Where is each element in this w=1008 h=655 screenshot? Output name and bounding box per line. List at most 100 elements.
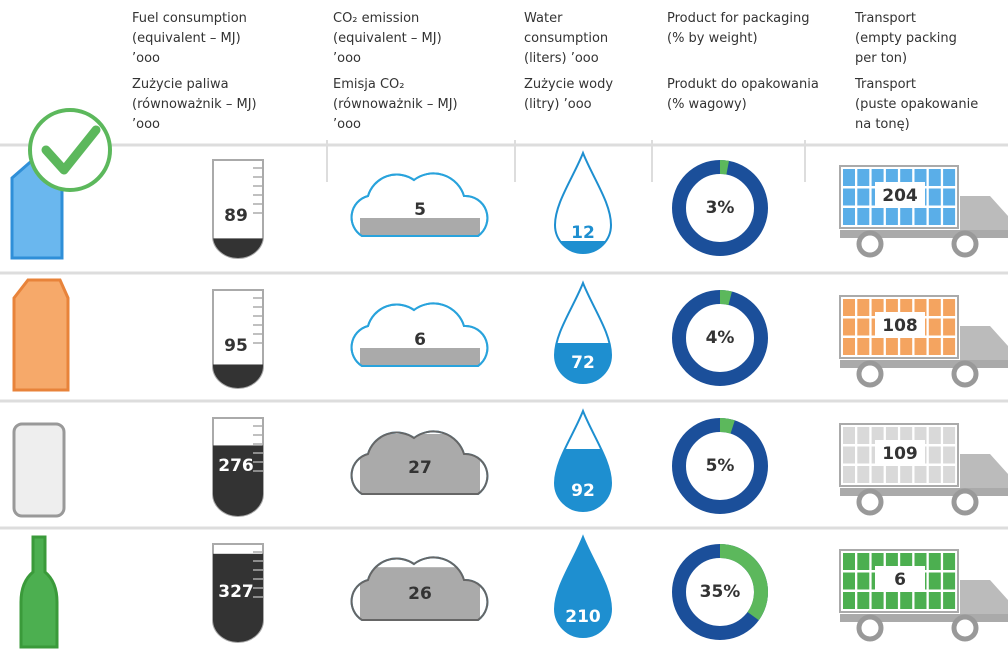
header-en: Water — [524, 11, 563, 26]
cargo-cell — [886, 338, 898, 355]
header-en: (empty packing — [855, 31, 957, 46]
cargo-cell — [943, 338, 955, 355]
truck-wheel — [859, 617, 881, 639]
cargo-cell — [929, 208, 941, 225]
packaging-value: 4% — [706, 328, 735, 348]
header-en: consumption — [524, 31, 608, 46]
cargo-cell — [929, 338, 941, 355]
cargo-cell — [915, 208, 927, 225]
header-en: ’ooo — [132, 51, 160, 66]
cargo-cell — [857, 189, 869, 206]
header-en: per ton) — [855, 51, 907, 66]
cargo-cell — [843, 592, 855, 609]
header-en: Product for packaging — [667, 11, 810, 26]
cargo-cell — [886, 208, 898, 225]
cargo-cell — [857, 169, 869, 186]
header-pl: na tonę) — [855, 117, 910, 132]
cargo-cell — [900, 208, 912, 225]
infographic: Fuel consumption(equivalent – MJ)’oooZuż… — [0, 0, 1008, 655]
header-pl: ’ooo — [333, 117, 361, 132]
truck-wheel — [954, 617, 976, 639]
cargo-cell — [857, 299, 869, 316]
cargo-cell — [929, 447, 941, 464]
cargo-cell — [929, 553, 941, 570]
cargo-cell — [857, 447, 869, 464]
cargo-cell — [900, 466, 912, 483]
cargo-cell — [943, 447, 955, 464]
cargo-cell — [843, 208, 855, 225]
header-en: (equivalent – MJ) — [132, 31, 241, 46]
cargo-cell — [886, 466, 898, 483]
cargo-cell — [843, 573, 855, 590]
co2-value: 27 — [408, 458, 432, 478]
cargo-cell — [929, 299, 941, 316]
cloud-level — [360, 348, 480, 418]
cargo-cell — [943, 427, 955, 444]
truck-wheel — [859, 363, 881, 385]
header-pl: (równoważnik – MJ) — [333, 97, 458, 112]
cargo-cell — [872, 338, 884, 355]
cargo-cell — [843, 553, 855, 570]
cargo-cell — [857, 592, 869, 609]
cargo-cell — [900, 592, 912, 609]
header-pl: Zużycie wody — [524, 77, 613, 92]
header-en: ’ooo — [333, 51, 361, 66]
cargo-cell — [843, 299, 855, 316]
cargo-cell — [843, 466, 855, 483]
header-en: Transport — [854, 11, 916, 26]
donut-share — [720, 297, 730, 298]
water-value: 210 — [565, 607, 601, 627]
cargo-cell — [843, 169, 855, 186]
cargo-cell — [929, 592, 941, 609]
header-pl: ’ooo — [132, 117, 160, 132]
cargo-cell — [943, 189, 955, 206]
packaging-value: 5% — [706, 456, 735, 476]
cargo-cell — [857, 466, 869, 483]
cargo-cell — [843, 427, 855, 444]
cargo-cell — [915, 592, 927, 609]
packaging-value: 35% — [700, 582, 741, 602]
cargo-cell — [843, 189, 855, 206]
truck-wheel — [954, 363, 976, 385]
header-en: CO₂ emission — [333, 11, 419, 26]
cargo-cell — [843, 319, 855, 336]
header-pl: Zużycie paliwa — [132, 77, 229, 92]
header-pl: Transport — [854, 77, 916, 92]
cargo-cell — [943, 553, 955, 570]
truck-wheel — [954, 491, 976, 513]
bottle-icon — [21, 537, 57, 647]
cargo-cell — [943, 466, 955, 483]
fuel-value: 276 — [218, 456, 254, 476]
cargo-cell — [857, 553, 869, 570]
header-en: (% by weight) — [667, 31, 758, 46]
cargo-cell — [857, 427, 869, 444]
water-value: 92 — [571, 481, 595, 501]
fuel-value: 327 — [218, 582, 254, 602]
truck-wheel — [859, 233, 881, 255]
cargo-cell — [857, 338, 869, 355]
cargo-cell — [929, 319, 941, 336]
cargo-cell — [872, 208, 884, 225]
cargo-cell — [857, 208, 869, 225]
header-en: (equivalent – MJ) — [333, 31, 442, 46]
co2-value: 26 — [408, 584, 432, 604]
beaker-level — [213, 554, 263, 654]
cloud-level — [360, 218, 480, 288]
cargo-cell — [843, 447, 855, 464]
transport-value: 108 — [882, 316, 918, 336]
cargo-cell — [886, 592, 898, 609]
cargo-cell — [872, 592, 884, 609]
cargo-cell — [929, 189, 941, 206]
header-en: (liters) ’ooo — [524, 51, 599, 66]
truck-wheel — [954, 233, 976, 255]
header-pl: Produkt do opakowania — [667, 77, 819, 92]
packaging-value: 3% — [706, 198, 735, 218]
cargo-cell — [857, 319, 869, 336]
cargo-cell — [929, 573, 941, 590]
cargo-cell — [900, 338, 912, 355]
header-pl: Emisja CO₂ — [333, 77, 405, 92]
header-pl: (puste opakowanie — [855, 97, 978, 112]
cargo-cell — [857, 573, 869, 590]
cargo-cell — [843, 338, 855, 355]
fuel-value: 89 — [224, 206, 248, 226]
